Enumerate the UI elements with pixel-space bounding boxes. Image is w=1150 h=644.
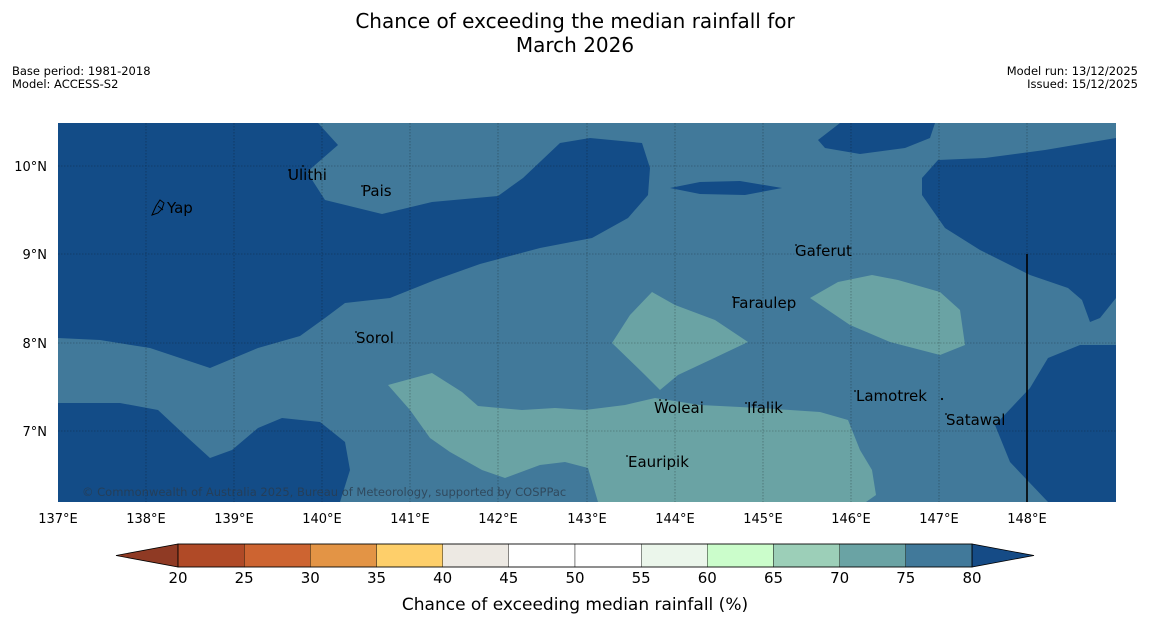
place-label-gaferut: Gaferut: [795, 242, 852, 260]
title-line-2: March 2026: [515, 33, 635, 57]
place-label-ifalik: Ifalik: [747, 399, 783, 417]
colorbar-segment-70-75: [839, 543, 907, 568]
colorbar-tick-55: 55: [632, 569, 651, 587]
base-period: Base period: 1981-2018: [12, 64, 151, 78]
lon-label-138e: 138°E: [126, 512, 166, 527]
lat-label-7n: 7°N: [23, 425, 48, 440]
title-line-1: Chance of exceeding the median rainfall …: [355, 9, 795, 33]
region-teal-south: [388, 373, 876, 502]
model-name: Model: ACCESS-S2: [12, 77, 119, 91]
region-dark-northwest: [58, 123, 650, 368]
place-label-woleai: Woleai: [654, 399, 704, 417]
region-teal-center: [612, 292, 748, 390]
issued-date: Issued: 15/12/2025: [1027, 77, 1138, 91]
colorbar-segment-60-65: [707, 543, 774, 568]
colorbar-tick-60: 60: [698, 569, 717, 587]
colorbar-segments: [177, 543, 973, 568]
region-dark-north-center: [818, 123, 935, 154]
colorbar-segment-65-70: [773, 543, 840, 568]
region-dark-southwest: [58, 403, 350, 502]
colorbar-segment-25-30: [243, 543, 311, 568]
place-label-eauripik: Eauripik: [628, 453, 689, 471]
lon-label-142e: 142°E: [478, 512, 518, 527]
map-title: Chance of exceeding the median rainfall …: [0, 9, 1150, 57]
place-label-lamotrek: Lamotrek: [856, 387, 927, 405]
colorbar-tick-40: 40: [433, 569, 452, 587]
place-label-sorol: Sorol: [356, 329, 394, 347]
region-dark-east: [922, 138, 1116, 322]
copyright-text: © Commonwealth of Australia 2025, Bureau…: [82, 485, 566, 499]
colorbar-segment-40-45: [442, 543, 510, 568]
lon-label-147e: 147°E: [919, 512, 959, 527]
lon-label-139e: 139°E: [214, 512, 254, 527]
lat-label-10n: 10°N: [14, 160, 47, 175]
lon-label-144e: 144°E: [655, 512, 695, 527]
place-label-satawal: Satawal: [946, 411, 1005, 429]
colorbar-segment-55-60: [641, 543, 708, 568]
colorbar-segment-75-80: [905, 543, 973, 568]
lon-label-146e: 146°E: [831, 512, 871, 527]
colorbar: 20 25 30 35 40 45 50 55 60 65 70 75 80 C…: [115, 543, 1035, 615]
colorbar-tick-80: 80: [962, 569, 981, 587]
colorbar-low-extend: [115, 543, 179, 568]
lon-label-141e: 141°E: [390, 512, 430, 527]
colorbar-tick-75: 75: [896, 569, 915, 587]
region-teal-east: [810, 275, 965, 355]
colorbar-tick-25: 25: [235, 569, 254, 587]
colorbar-segment-50-55: [574, 543, 642, 568]
colorbar-tick-50: 50: [565, 569, 584, 587]
place-label-yap: Yap: [166, 199, 193, 217]
lon-label-140e: 140°E: [302, 512, 342, 527]
lat-label-9n: 9°N: [23, 248, 48, 263]
region-dark-top-lens: [670, 181, 782, 195]
place-label-faraulep: Faraulep: [732, 294, 796, 312]
meta-left: Base period: 1981-2018 Model: ACCESS-S2: [12, 65, 151, 91]
island-dots: [288, 165, 947, 457]
colorbar-label: Chance of exceeding median rainfall (%): [402, 595, 748, 615]
region-dark-southeast: [995, 345, 1116, 502]
colorbar-tick-70: 70: [830, 569, 849, 587]
colorbar-segment-35-40: [376, 543, 443, 568]
meta-right: Model run: 13/12/2025 Issued: 15/12/2025: [1007, 65, 1138, 91]
place-label-pais: Pais: [362, 182, 392, 200]
lon-label-137e: 137°E: [38, 512, 78, 527]
model-run: Model run: 13/12/2025: [1006, 64, 1138, 78]
lon-label-143e: 143°E: [567, 512, 607, 527]
colorbar-tick-30: 30: [301, 569, 320, 587]
lon-label-145e: 145°E: [743, 512, 783, 527]
colorbar-tick-45: 45: [499, 569, 518, 587]
yap-island-outline: [151, 199, 165, 216]
colorbar-segment-30-35: [310, 543, 377, 568]
colorbar-segment-20-25: [177, 543, 245, 568]
colorbar-tick-20: 20: [168, 569, 187, 587]
colorbar-segment-45-50: [508, 543, 576, 568]
place-label-ulithi: Ulithi: [288, 166, 327, 184]
colorbar-outline: [177, 543, 973, 568]
lat-label-8n: 8°N: [23, 337, 48, 352]
colorbar-high-extend: [971, 543, 1035, 568]
map-area: Ulithi Pais Yap Gaferut Faraulep Sorol L…: [58, 123, 1116, 502]
colorbar-tick-65: 65: [764, 569, 783, 587]
colorbar-tick-35: 35: [367, 569, 386, 587]
lon-label-148e: 148°E: [1007, 512, 1047, 527]
